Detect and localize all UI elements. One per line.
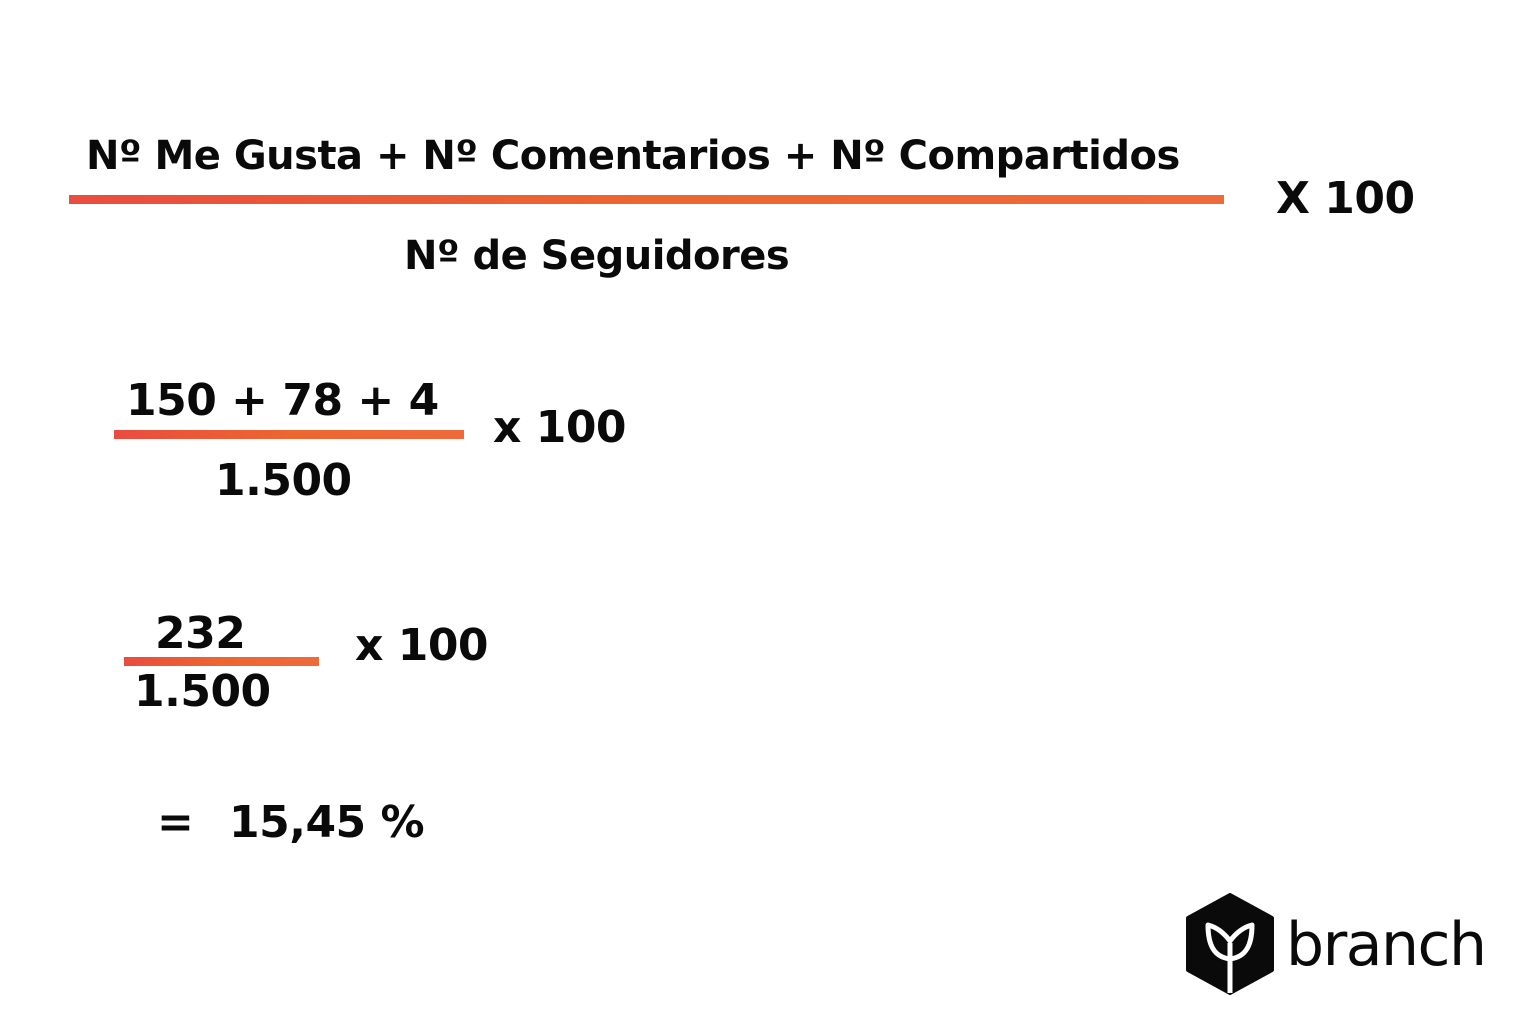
step1-numerator: 150 + 78 + 4 (126, 375, 439, 426)
formula-denominator: Nº de Seguidores (404, 233, 790, 279)
formula-multiplier: X 100 (1276, 173, 1415, 224)
brand-logo (1184, 893, 1276, 999)
result-value: 15,45 % (229, 797, 425, 848)
tulip-hexagon-icon (1186, 893, 1274, 995)
step2-fraction-bar (124, 657, 319, 666)
brand-name: branch (1286, 910, 1487, 980)
step2-denominator: 1.500 (134, 666, 271, 717)
formula-numerator: Nº Me Gusta + Nº Comentarios + Nº Compar… (86, 133, 1180, 179)
result-equals: = (157, 797, 194, 848)
step1-fraction-bar (114, 430, 464, 439)
step2-multiplier: x 100 (355, 620, 489, 671)
step1-multiplier: x 100 (493, 402, 627, 453)
formula-fraction-bar (69, 195, 1224, 204)
step1-denominator: 1.500 (215, 455, 352, 506)
step2-numerator: 232 (155, 608, 246, 659)
